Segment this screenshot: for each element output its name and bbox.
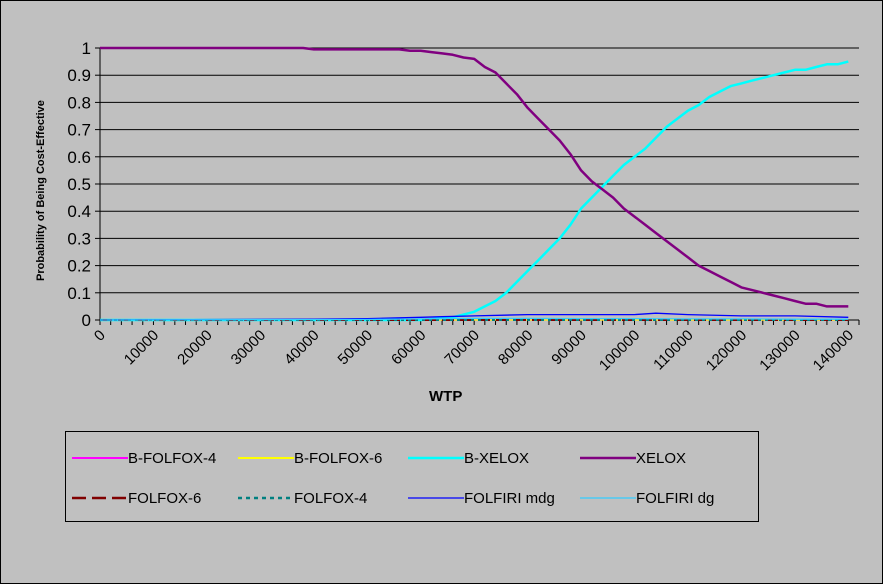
legend-swatch (408, 452, 464, 464)
legend-label: FOLFIRI mdg (464, 489, 555, 507)
x-tick-label: 50000 (335, 327, 377, 369)
legend-item-b-folfox-6: B-FOLFOX-6 (238, 448, 382, 468)
series-line-xelox (100, 46, 849, 308)
x-axis-label: WTP (429, 388, 463, 405)
x-tick-label: 140000 (810, 327, 857, 374)
legend-item-b-folfox-4: B-FOLFOX-4 (72, 448, 216, 468)
x-tick-label: 100000 (596, 327, 643, 374)
y-tick-label: 0.5 (67, 175, 91, 194)
legend-swatch (238, 452, 294, 464)
y-tick-label: 0.1 (67, 284, 91, 303)
x-tick-label: 0 (91, 327, 109, 345)
y-tick-label: 0.9 (67, 66, 91, 85)
y-tick-label: 0.2 (67, 257, 91, 276)
legend-swatch (238, 492, 294, 504)
legend-label: B-FOLFOX-6 (294, 449, 383, 467)
series-line-folfiri-mdg (99, 312, 849, 321)
legend-label: FOLFOX-4 (294, 489, 368, 507)
legend-item-folfox-6: FOLFOX-6 (72, 488, 201, 508)
y-tick-label: 0 (82, 311, 91, 330)
y-tick-label: 0.4 (67, 202, 91, 221)
legend-item-folfox-4: FOLFOX-4 (238, 488, 367, 508)
legend-swatch (72, 492, 128, 504)
legend-item-xelox: XELOX (580, 448, 686, 468)
x-tick-label: 120000 (703, 327, 750, 374)
x-tick-label: 40000 (281, 327, 323, 369)
legend-label: XELOX (636, 449, 687, 467)
series-line-folfiri-dg (99, 317, 849, 321)
y-tick-label: 0.7 (67, 121, 91, 140)
x-tick-label: 130000 (756, 327, 803, 374)
x-tick-label: 20000 (174, 327, 216, 369)
x-tick-label: 70000 (441, 327, 483, 369)
y-axis-label: Probability of Being Cost-Effective (35, 100, 47, 281)
legend-label: B-XELOX (464, 449, 530, 467)
series-line-b-xelox (100, 60, 849, 322)
legend-label: FOLFIRI dg (636, 489, 715, 507)
x-tick-label: 10000 (121, 327, 163, 369)
x-tick-label: 30000 (228, 327, 270, 369)
legend-item-folfiri-mdg: FOLFIRI mdg (408, 488, 555, 508)
legend-label: B-FOLFOX-4 (128, 449, 217, 467)
legend-swatch (72, 452, 128, 464)
legend-label: FOLFOX-6 (128, 489, 202, 507)
x-tick-label: 80000 (495, 327, 537, 369)
y-tick-label: 1 (82, 39, 91, 58)
y-tick-label: 0.6 (67, 148, 91, 167)
x-tick-label: 60000 (388, 327, 430, 369)
x-tick-label: 110000 (650, 327, 697, 374)
legend: B-FOLFOX-4 B-FOLFOX-6 B-XELOX XELOX FOLF… (65, 431, 759, 522)
legend-item-b-xelox: B-XELOX (408, 448, 529, 468)
legend-swatch (580, 492, 636, 504)
x-tick-label: 90000 (548, 327, 590, 369)
legend-swatch (408, 492, 464, 504)
y-tick-label: 0.3 (67, 229, 91, 248)
y-tick-label: 0.8 (67, 93, 91, 112)
legend-item-folfiri-dg: FOLFIRI dg (580, 488, 714, 508)
legend-swatch (580, 452, 636, 464)
